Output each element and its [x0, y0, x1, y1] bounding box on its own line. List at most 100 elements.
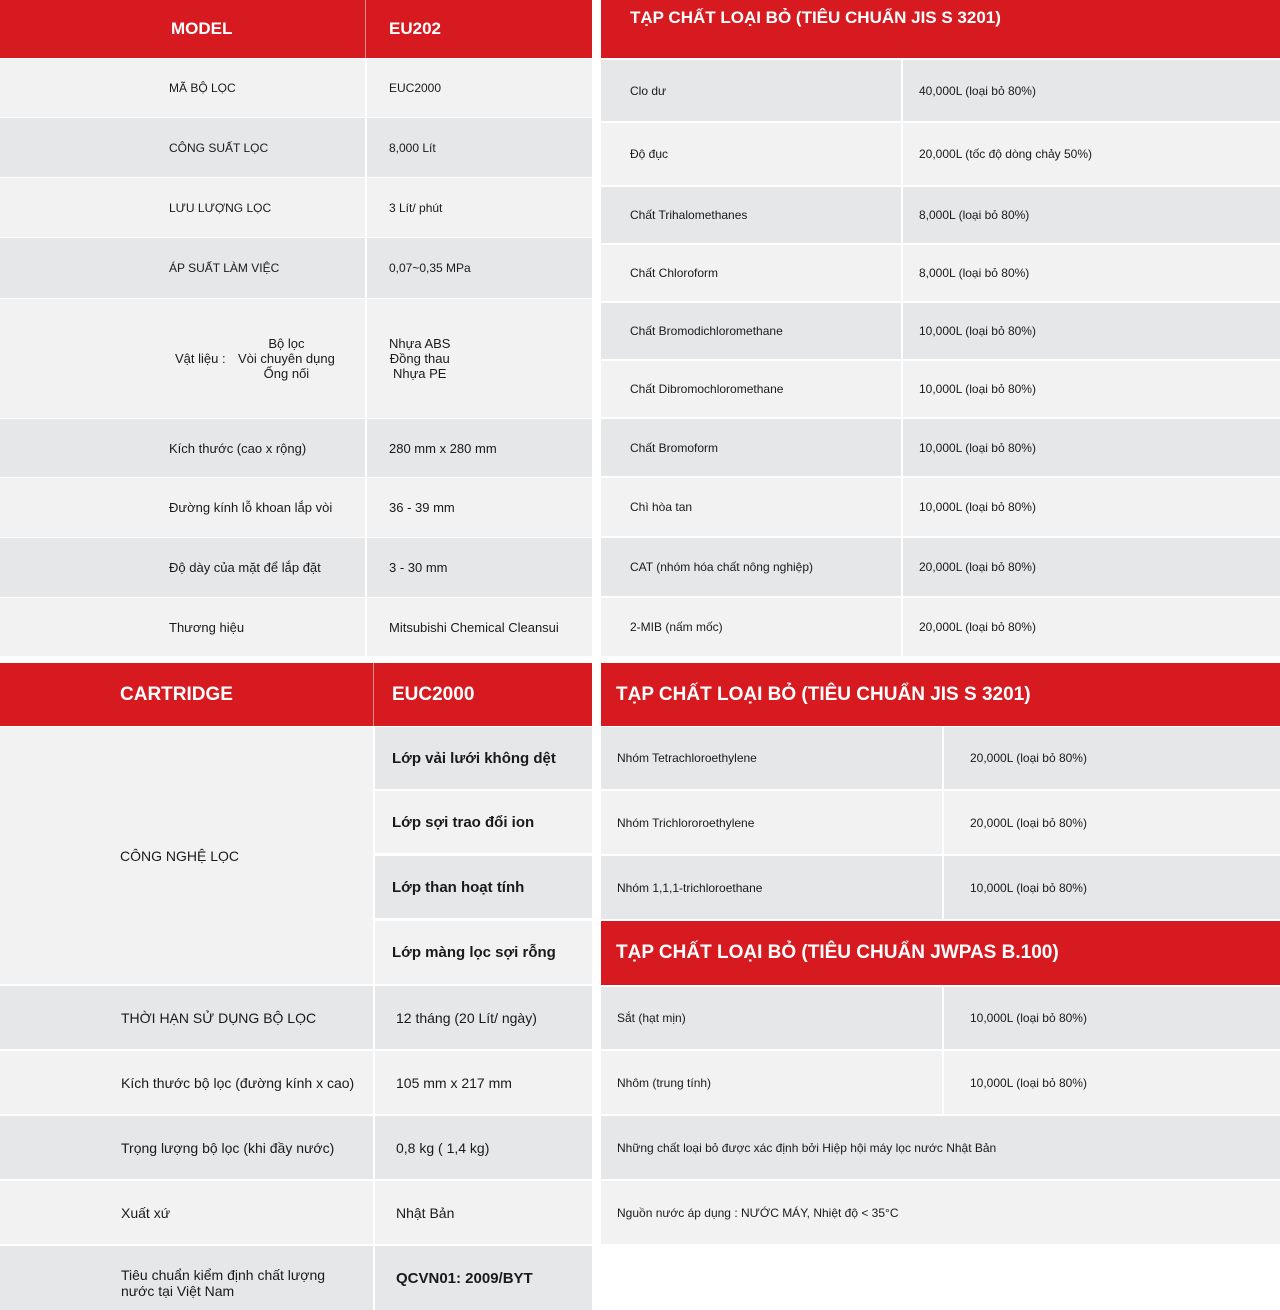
- row-label: Độ dày của mặt để lắp đặt: [169, 560, 321, 575]
- divider: [373, 1116, 375, 1179]
- impurity-name: Chất Bromodichloromethane: [630, 324, 783, 338]
- row-label: MÃ BỘ LỌC: [169, 81, 236, 95]
- material-value: Nhựa ABS: [389, 336, 451, 351]
- divider: [373, 986, 375, 1049]
- row-label-line: Tiêu chuẩn kiểm định chất lượng: [121, 1267, 326, 1283]
- divider: [901, 303, 903, 359]
- divider: [901, 598, 903, 656]
- impurity-name: Nhóm Tetrachloroethylene: [617, 751, 757, 765]
- impurity-name: Độ đục: [630, 147, 669, 161]
- impurity-name: Chất Bromoform: [630, 440, 719, 455]
- impurity-name: Chất Chloroform: [630, 266, 719, 280]
- divider: [365, 178, 367, 237]
- table-row: 2-MIB (nấm mốc) 20,000L (loại bỏ 80%): [601, 598, 1280, 656]
- impurity-value: 8,000L (loại bỏ 80%): [919, 266, 1030, 280]
- table-row: Chất Trihalomethanes 8,000L (loại bỏ 80%): [601, 187, 1280, 243]
- table-row: Nhóm 1,1,1-trichloroethane 10,000L (loại …: [601, 856, 1280, 919]
- material-item: Ống nối: [263, 366, 310, 381]
- divider: [901, 419, 903, 476]
- divider: [365, 118, 367, 177]
- impurity-value: 10,000L (loại bỏ 80%): [970, 1075, 1087, 1090]
- table-row: Clo dư 40,000L (loại bỏ 80%): [601, 60, 1280, 121]
- divider: [901, 538, 903, 596]
- table-row: Kích thước bộ lọc (đường kính x cao) 105…: [0, 1051, 592, 1114]
- row-value: 105 mm x 217 mm: [396, 1074, 512, 1091]
- row-value: 0,07~0,35 MPa: [389, 261, 471, 275]
- table-row: Thương hiệu Mitsubishi Chemical Cleansui: [0, 598, 592, 656]
- row-value: Nhật Bản: [396, 1204, 455, 1221]
- divider: [901, 361, 903, 417]
- impurity-value: 10,000L (loại bỏ 80%): [919, 500, 1036, 514]
- table-row: Nhóm Trichlororoethylene 20,000L (loại bỏ…: [601, 791, 1280, 854]
- impurity-value: 20,000L (loại bỏ 80%): [919, 620, 1036, 634]
- divider: [365, 419, 367, 477]
- divider: [365, 538, 367, 597]
- filter-layer: Lớp màng lọc sợi rỗng: [375, 921, 592, 984]
- impurity-value: 20,000L (loại bỏ 80%): [970, 815, 1087, 830]
- model-header-value: EU202: [389, 19, 441, 38]
- row-value: 0,8 kg ( 1,4 kg): [396, 1139, 490, 1156]
- divider: [365, 0, 366, 58]
- row-label: CÔNG SUẤT LỌC: [169, 140, 269, 155]
- table-row: ÁP SUẤT LÀM VIỆC 0,07~0,35 MPa: [0, 238, 592, 298]
- impurity-name: Nhóm 1,1,1-trichloroethane: [617, 880, 763, 895]
- divider: [942, 791, 944, 854]
- divider: [942, 727, 944, 789]
- table-row: CAT (nhóm hóa chất nông nghiệp) 20,000L (…: [601, 538, 1280, 596]
- impurity-value: 10,000L (loại bỏ 80%): [919, 382, 1036, 396]
- filter-layer: Lớp sợi trao đổi ion: [375, 791, 592, 853]
- table-row: Chì hòa tan 10,000L (loại bỏ 80%): [601, 478, 1280, 536]
- row-value: 36 - 39 mm: [389, 500, 455, 515]
- divider: [901, 60, 903, 121]
- impurity-name: CAT (nhóm hóa chất nông nghiệp): [630, 560, 814, 574]
- impurity-value: 20,000L (tốc độ dòng chảy 50%): [919, 147, 1093, 161]
- table-row: Kích thước (cao x rộng) 280 mm x 280 mm: [0, 419, 592, 477]
- row-label: THỜI HẠN SỬ DỤNG BỘ LỌC: [121, 1009, 317, 1026]
- cartridge-header: CARTRIDGE EUC2000: [0, 663, 592, 726]
- row-value: 280 mm x 280 mm: [389, 440, 497, 456]
- row-label: Trọng lượng bộ lọc (khi đầy nước): [121, 1139, 335, 1156]
- filter-layer-label: Lớp sợi trao đổi ion: [392, 813, 535, 831]
- divider: [373, 1181, 375, 1244]
- impurity-value: 20,000L (loại bỏ 80%): [919, 560, 1036, 574]
- divider: [901, 478, 903, 536]
- row-value: 3 - 30 mm: [389, 560, 448, 575]
- divider: [365, 299, 367, 418]
- table-row: CÔNG SUẤT LỌC 8,000 Lít: [0, 118, 592, 177]
- table-row: Nhóm Tetrachloroethylene 20,000L (loại bỏ…: [601, 727, 1280, 789]
- material-value: Nhựa PE: [392, 366, 447, 381]
- material-item: Vòi chuyên dụng: [238, 351, 335, 366]
- impurity-value: 10,000L (loại bỏ 80%): [919, 324, 1036, 338]
- impurities-jis-header: TẠP CHẤT LOẠI BỎ (TIÊU CHUẨN JIS S 3201): [601, 0, 1280, 58]
- table-row: Sắt (hạt mịn) 10,000L (loại bỏ 80%): [601, 987, 1280, 1049]
- row-label: Tiêu chuẩn kiểm định chất lượng nước tại…: [121, 1246, 325, 1310]
- table-row: Xuất xứ Nhật Bản: [0, 1181, 592, 1244]
- row-label-line: nước tại Việt Nam: [121, 1283, 235, 1299]
- impurity-name: Sắt (hạt mịn): [617, 1011, 686, 1025]
- row-value: 8,000 Lít: [389, 140, 436, 155]
- impurities-jis-title-2: TẠP CHẤT LOẠI BỎ (TIÊU CHUẨN JIS S 3201): [616, 683, 1031, 705]
- material-item: Bộ lọc: [268, 336, 305, 351]
- divider: [373, 663, 374, 726]
- table-row: Chất Dibromochloromethane 10,000L (loại b…: [601, 361, 1280, 417]
- table-row: LƯU LƯỢNG LỌC 3 Lít/ phút: [0, 178, 592, 237]
- row-label: Kích thước bộ lọc (đường kính x cao): [121, 1074, 355, 1091]
- row-value: EUC2000: [389, 81, 442, 95]
- row-label: ÁP SUẤT LÀM VIỆC: [169, 261, 280, 275]
- divider: [365, 238, 367, 298]
- divider: [373, 1051, 375, 1114]
- row-label: Thương hiệu: [169, 619, 245, 635]
- divider: [942, 1051, 944, 1114]
- material-items: Bộ lọc Vòi chuyên dụng Ống nối: [238, 299, 335, 418]
- filter-layer-label: Lớp than hoạt tính: [392, 878, 525, 896]
- note-row: Những chất loại bỏ được xác định bởi Hiệ…: [601, 1116, 1280, 1179]
- filter-tech-label: CÔNG NGHỆ LỌC: [120, 847, 240, 864]
- row-value: Mitsubishi Chemical Cleansui: [389, 619, 559, 635]
- impurities-jwpas-title: TẠP CHẤT LOẠI BỎ (TIÊU CHUẨN JWPAS B.100…: [616, 942, 1059, 963]
- model-header-label: MODEL: [171, 19, 233, 38]
- model-header: MODEL EU202: [0, 0, 592, 58]
- table-row: Chất Chloroform 8,000L (loại bỏ 80%): [601, 245, 1280, 301]
- divider: [901, 123, 903, 185]
- impurity-value: 20,000L (loại bỏ 80%): [970, 751, 1087, 765]
- material-value: Đồng thau: [389, 351, 450, 366]
